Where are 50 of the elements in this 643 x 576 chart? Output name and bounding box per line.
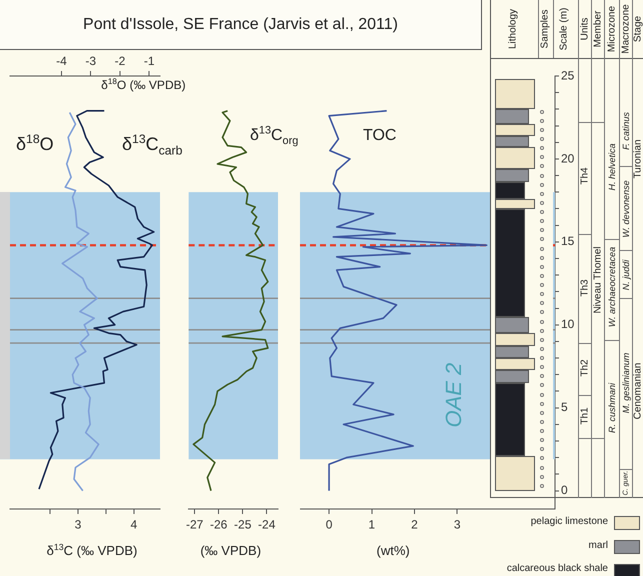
x-tick-label: 3 bbox=[454, 518, 461, 532]
text: pelagic limestone bbox=[530, 516, 608, 527]
x-tick-label: 2 bbox=[411, 518, 418, 532]
y-tick-label: 25 bbox=[561, 68, 575, 82]
y-tick-label: 5 bbox=[561, 400, 568, 414]
y-tick-label: 10 bbox=[561, 317, 575, 332]
text: Samples bbox=[540, 10, 550, 48]
text: Pont d'Issole, SE France (Jarvis et al., 2011) bbox=[0, 0, 482, 50]
text: Units bbox=[579, 18, 590, 40]
text: Th2 bbox=[579, 359, 590, 377]
text: Stage bbox=[632, 16, 643, 42]
text: M. geslinianum bbox=[620, 352, 630, 414]
x2-tick-label: -1 bbox=[144, 54, 155, 68]
text: marl bbox=[588, 540, 608, 551]
text: Member bbox=[592, 10, 603, 48]
x2-tick-label: -4 bbox=[56, 54, 68, 68]
x-tick-label: 3 bbox=[74, 518, 82, 532]
series-label: TOC bbox=[363, 127, 396, 144]
text: Th1 bbox=[579, 407, 590, 425]
x-tick-label: -27 bbox=[186, 518, 204, 532]
text: Lithology bbox=[508, 8, 518, 50]
text: W. archaeocretacea bbox=[606, 246, 616, 327]
text: Niveau Thomel bbox=[592, 246, 603, 314]
y-axis-title: Scale (m) bbox=[558, 8, 570, 50]
x-axis-title: (‰ VPDB) bbox=[200, 543, 262, 558]
y-tick-label: 0 bbox=[561, 483, 568, 498]
x2-tick-label: -2 bbox=[114, 54, 126, 68]
band-label: OAE 2 bbox=[441, 362, 466, 428]
text: N. juddi bbox=[620, 260, 630, 290]
x-tick-label: -24 bbox=[258, 518, 276, 532]
y-tick-label: 15 bbox=[561, 234, 575, 248]
x-tick-label: -26 bbox=[210, 518, 228, 532]
text: Macrozone bbox=[620, 4, 631, 54]
text: R. cushmani bbox=[606, 382, 616, 433]
text: Cenomanian bbox=[632, 362, 643, 420]
y-tick-label: 20 bbox=[561, 151, 575, 166]
x-tick-label: 4 bbox=[130, 518, 138, 532]
text: Th4 bbox=[579, 166, 590, 184]
text: W. devonense bbox=[620, 180, 630, 238]
text: Microzone bbox=[606, 6, 617, 52]
text: F. catinus bbox=[620, 112, 630, 150]
text: calcareous black shale bbox=[506, 563, 608, 574]
text: Th3 bbox=[579, 280, 590, 297]
text: Turonian bbox=[632, 139, 643, 178]
x-tick-label: 1 bbox=[368, 518, 376, 532]
x-tick-label: 0 bbox=[326, 518, 333, 532]
x-axis-title: (wt%) bbox=[376, 543, 410, 558]
text: H. helvetica bbox=[606, 144, 616, 191]
x-tick-label: -25 bbox=[234, 518, 252, 532]
x2-tick-label: -3 bbox=[85, 54, 96, 68]
